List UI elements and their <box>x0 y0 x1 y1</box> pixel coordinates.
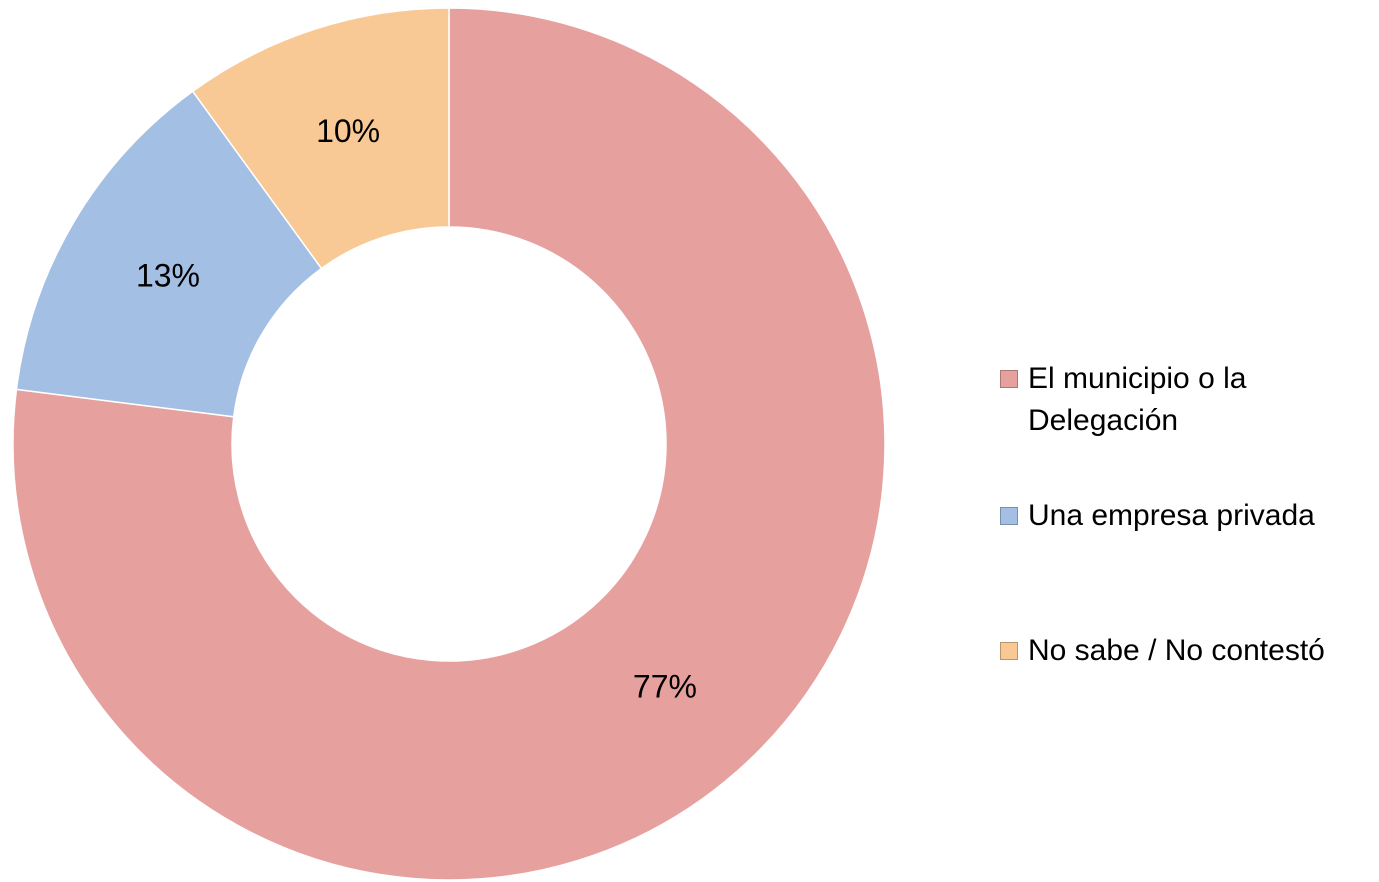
data-label: 13% <box>136 257 200 293</box>
donut-segment <box>12 7 886 881</box>
donut-segment <box>15 90 323 418</box>
data-label: 77% <box>633 668 697 704</box>
legend-swatch <box>1000 507 1018 525</box>
legend-item: No sabe / No contestó <box>1000 630 1370 672</box>
legend-label: Una empresa privada <box>1028 499 1315 532</box>
legend-item: El municipio o la Delegación <box>1000 358 1370 442</box>
legend-swatch <box>1000 370 1018 388</box>
data-label: 10% <box>316 113 380 149</box>
donut-segment <box>191 7 450 270</box>
legend-label: El municipio o la Delegación <box>1028 362 1247 437</box>
legend-label: No sabe / No contestó <box>1028 634 1325 667</box>
legend-swatch <box>1000 642 1018 660</box>
legend-item: Una empresa privada <box>1000 495 1370 537</box>
